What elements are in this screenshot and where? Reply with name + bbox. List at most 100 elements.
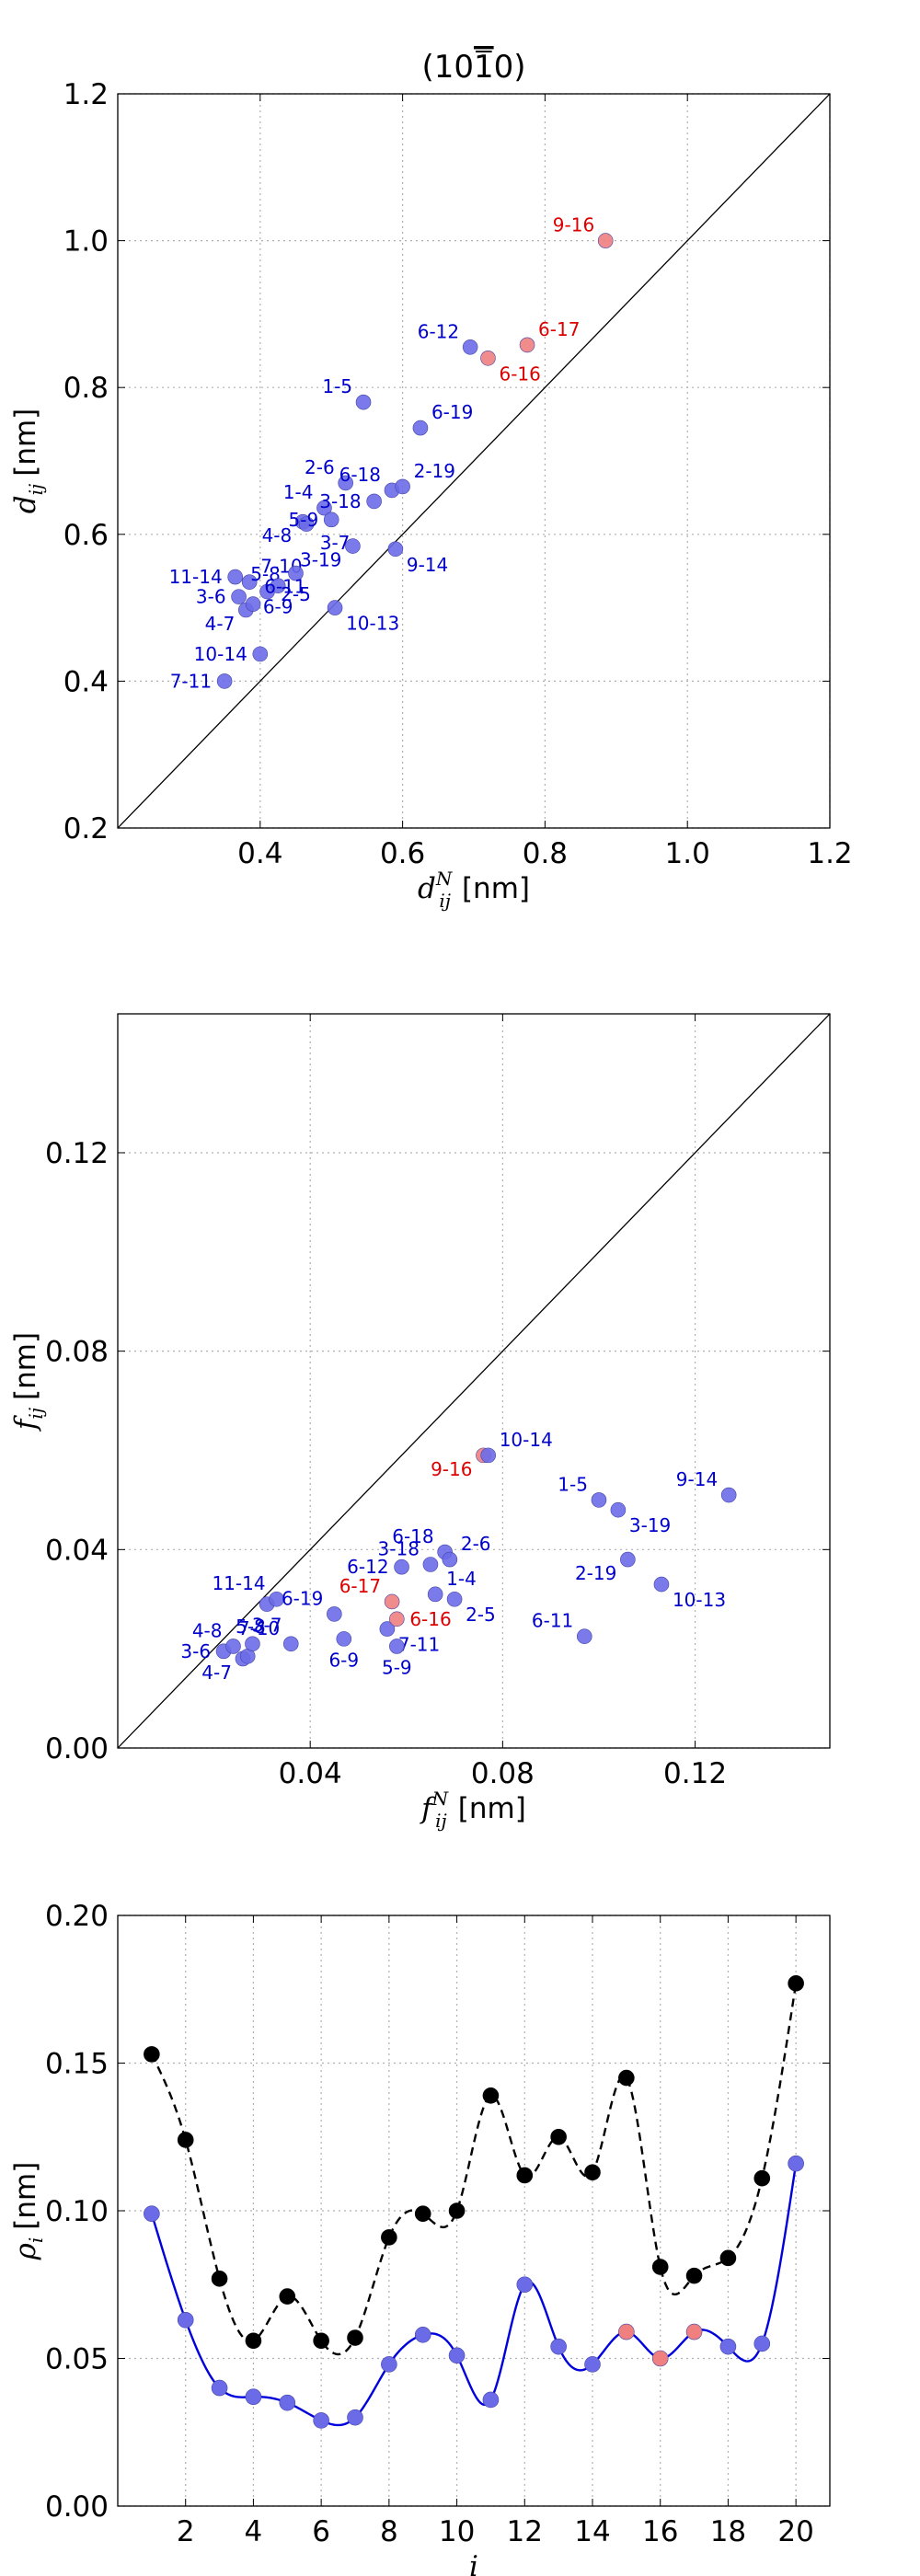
- point-label: 10-14: [194, 643, 247, 665]
- x-label-symbol: i: [469, 2550, 478, 2576]
- x-tick-label: 16: [642, 2515, 678, 2548]
- point-label: 1-4: [446, 1568, 477, 1590]
- series-point: [245, 2388, 262, 2406]
- point-label: 3-18: [319, 490, 361, 512]
- series-point: [414, 2327, 431, 2343]
- x-tick-label: 10: [439, 2515, 475, 2548]
- series-line-black-dashed: [150, 1983, 798, 2356]
- point-label: 5-9: [382, 1656, 412, 1678]
- point-label: 9-14: [407, 554, 448, 576]
- x-label-sup: N: [431, 1788, 450, 1810]
- series-point: [381, 2229, 397, 2246]
- x-axis-label: fN ij [nm]: [420, 1788, 526, 1832]
- y-tick-label: 0.00: [45, 1732, 109, 1765]
- point-label: 6-11: [532, 1610, 573, 1632]
- y-tick-label: 0.05: [45, 2343, 109, 2376]
- data-point: [427, 1586, 443, 1603]
- data-point: [389, 1611, 405, 1627]
- data-point: [327, 1606, 342, 1622]
- series-point: [313, 2412, 329, 2429]
- point-label: 9-14: [676, 1468, 718, 1490]
- data-point: [384, 1593, 400, 1610]
- series-point: [347, 2329, 363, 2346]
- series-point: [211, 2379, 228, 2397]
- y-tick-label: 0.20: [45, 1900, 109, 1933]
- series-point: [550, 2128, 567, 2145]
- data-point: [387, 541, 404, 558]
- point-label: 3-6: [180, 1640, 211, 1662]
- series-point: [753, 2169, 771, 2187]
- point-label: 6-11: [264, 576, 305, 598]
- series-point: [516, 2276, 534, 2294]
- y-tick-label: 0.12: [45, 1137, 109, 1170]
- data-point: [591, 1492, 607, 1508]
- diagonal-line: [118, 1014, 830, 1748]
- x-tick-label: 18: [710, 2515, 746, 2548]
- x-tick-label: 0.12: [663, 1757, 727, 1790]
- data-point: [442, 1551, 458, 1568]
- data-point: [323, 512, 339, 528]
- data-point: [216, 673, 233, 689]
- x-tick-label: 0.6: [380, 837, 425, 870]
- data-point: [338, 475, 353, 491]
- title-part: 0): [494, 49, 526, 86]
- series-point: [177, 2132, 194, 2148]
- y-tick-label: 1.2: [63, 78, 109, 111]
- point-label: 2-19: [414, 460, 455, 482]
- data-point: [379, 1621, 396, 1637]
- x-label-sub: ij: [439, 890, 451, 912]
- series-point: [651, 2350, 669, 2367]
- plot-border: [117, 1915, 831, 2507]
- chart-1: 0.04 0.08 0.12 0.00 0.04 0.08 0.12 3-64-8 4-7 5-8…: [9, 1013, 831, 1832]
- diagonal-line: [118, 94, 830, 828]
- chart-title: (1010): [421, 49, 525, 86]
- x-tick-label: 12: [507, 2515, 543, 2548]
- point-label: 6-12: [347, 1556, 388, 1578]
- y-tick-label: 0.08: [45, 1336, 109, 1369]
- x-tick-label: 20: [777, 2515, 813, 2548]
- point-label: 10-13: [346, 613, 399, 635]
- y-label-symbol: d: [9, 495, 42, 513]
- data-point: [298, 516, 315, 532]
- x-tick-label: 0.04: [279, 1757, 342, 1790]
- series-point: [144, 2046, 160, 2063]
- data-point: [241, 574, 258, 590]
- series-point: [618, 2069, 635, 2087]
- data-point: [446, 1591, 463, 1607]
- point-label: 3-7: [252, 1615, 282, 1637]
- chart-2: 2 4 6 8 10 12 14 16 18 200.000.050.100.150.20iρi[…: [9, 1900, 831, 2576]
- data-point: [355, 394, 372, 410]
- series-point: [144, 2205, 160, 2223]
- point-label: 1-4: [283, 481, 314, 503]
- point-label: 1-5: [322, 375, 352, 397]
- plot-border: [117, 93, 831, 829]
- point-label: 3-7: [320, 532, 351, 554]
- x-tick-label: 2: [177, 2515, 195, 2548]
- point-label: 6-17: [538, 318, 580, 340]
- point-label: 6-16: [499, 362, 540, 385]
- x-label-sub: ij: [435, 1810, 447, 1832]
- data-point: [231, 589, 247, 604]
- point-label: 6-9: [328, 1649, 359, 1671]
- data-point: [394, 1558, 409, 1575]
- data-point: [462, 339, 478, 355]
- point-label: 9-16: [553, 214, 594, 236]
- data-point: [336, 1631, 352, 1647]
- data-point: [395, 478, 410, 495]
- data-point: [252, 646, 269, 662]
- series-point: [788, 1975, 804, 1992]
- series-point: [753, 2335, 771, 2352]
- series-point: [651, 2259, 669, 2275]
- point-label: 7-11: [398, 1634, 440, 1656]
- series-point: [482, 2087, 500, 2104]
- point-label: 6-19: [282, 1587, 323, 1609]
- x-tick-label: 0.08: [471, 1757, 535, 1790]
- title-overline-part: 1: [474, 49, 494, 86]
- data-point: [282, 1636, 299, 1652]
- series-point: [211, 2271, 228, 2287]
- point-label: 4-8: [262, 524, 293, 546]
- series-point: [381, 2356, 397, 2373]
- x-tick-label: 4: [245, 2515, 263, 2548]
- y-label-symbol: ρ: [9, 2243, 42, 2260]
